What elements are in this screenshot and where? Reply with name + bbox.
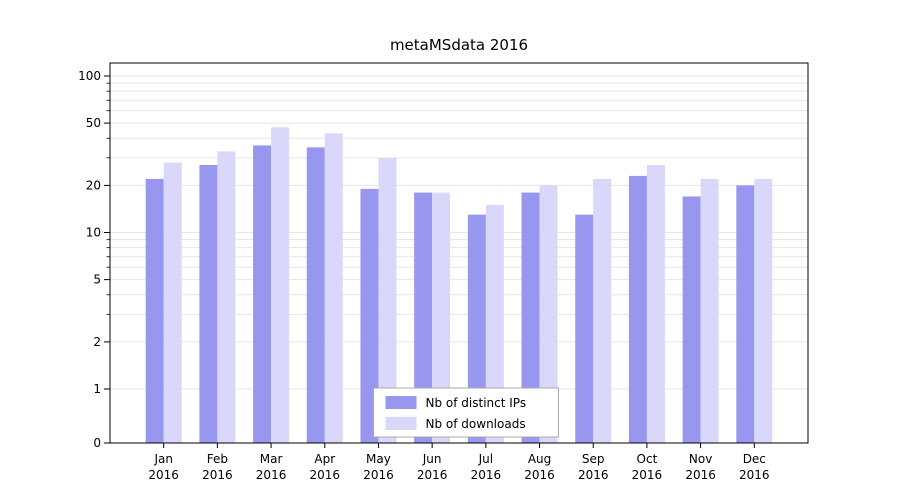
y-tick-label: 2 bbox=[93, 335, 101, 349]
y-tick-label: 100 bbox=[78, 69, 101, 83]
x-tick-label-month: Nov bbox=[689, 452, 712, 466]
x-tick-label-month: Feb bbox=[207, 452, 228, 466]
bar-downloads bbox=[378, 157, 397, 444]
x-tick-label-month: Oct bbox=[637, 452, 658, 466]
bar-distinct-ips bbox=[360, 188, 379, 443]
bar-downloads bbox=[324, 133, 343, 443]
y-axis-labels: 0 1 2 5 10 20 50 100 bbox=[78, 69, 101, 450]
legend-swatch bbox=[385, 396, 417, 409]
x-tick-label-year: 2016 bbox=[578, 468, 609, 482]
bar-downloads bbox=[217, 151, 236, 443]
x-tick-label-year: 2016 bbox=[256, 468, 287, 482]
bar-distinct-ips bbox=[467, 214, 486, 443]
bar-distinct-ips bbox=[521, 192, 540, 443]
bar-downloads bbox=[539, 185, 558, 444]
legend-label: Nb of distinct IPs bbox=[426, 396, 527, 410]
y-tick-label: 50 bbox=[86, 116, 101, 130]
legend-label: Nb of downloads bbox=[426, 417, 526, 431]
bar-distinct-ips bbox=[575, 214, 594, 443]
bar-distinct-ips bbox=[628, 175, 647, 443]
y-tick-label: 5 bbox=[93, 273, 101, 287]
bar-downloads bbox=[432, 192, 451, 443]
bars-distinct-ips bbox=[145, 145, 755, 444]
bar-distinct-ips bbox=[253, 145, 272, 443]
x-tick-label-year: 2016 bbox=[309, 468, 340, 482]
bar-downloads bbox=[700, 178, 719, 444]
x-tick-label-year: 2016 bbox=[632, 468, 663, 482]
bar-downloads bbox=[271, 127, 290, 444]
x-tick-label-year: 2016 bbox=[685, 468, 716, 482]
y-tick-label: 0 bbox=[93, 436, 101, 450]
x-tick-label-month: Jan bbox=[153, 452, 173, 466]
bars-downloads bbox=[163, 127, 773, 444]
x-tick-label-month: Dec bbox=[743, 452, 766, 466]
x-tick-label-month: Mar bbox=[260, 452, 283, 466]
plot-border bbox=[109, 62, 809, 444]
bar-distinct-ips bbox=[736, 185, 755, 444]
chart-title: metaMSdata 2016 bbox=[389, 36, 529, 54]
x-tick-label-month: Aug bbox=[528, 452, 551, 466]
bar-downloads bbox=[593, 178, 612, 444]
x-tick-label-month: Apr bbox=[314, 452, 335, 466]
x-tick-label-month: Jul bbox=[478, 452, 493, 466]
x-tick-label-year: 2016 bbox=[417, 468, 448, 482]
bar-distinct-ips bbox=[682, 196, 701, 443]
bar-distinct-ips bbox=[145, 178, 164, 444]
x-tick-label-year: 2016 bbox=[363, 468, 394, 482]
bar-distinct-ips bbox=[414, 192, 433, 443]
x-tick-label-month: Sep bbox=[582, 452, 605, 466]
bar-downloads bbox=[163, 162, 182, 443]
bar-distinct-ips bbox=[199, 164, 218, 443]
bar-downloads bbox=[754, 178, 773, 444]
x-tick-label-year: 2016 bbox=[739, 468, 770, 482]
legend: Nb of distinct IPs Nb of downloads bbox=[373, 387, 559, 438]
y-tick-label: 20 bbox=[86, 178, 101, 192]
x-tick-label-year: 2016 bbox=[202, 468, 233, 482]
x-axis-labels: Jan 2016 Feb 2016 Mar 2016 Apr 2016 May 2016 Jun 20… bbox=[148, 452, 769, 482]
legend-swatch bbox=[385, 417, 417, 430]
x-tick-label-year: 2016 bbox=[148, 468, 179, 482]
y-tick-label: 10 bbox=[86, 226, 101, 240]
axes bbox=[104, 62, 809, 448]
bar-downloads bbox=[646, 164, 665, 443]
x-tick-label-month: Jun bbox=[422, 452, 442, 466]
bar-downloads bbox=[485, 204, 504, 443]
x-tick-label-year: 2016 bbox=[471, 468, 502, 482]
y-tick-label: 1 bbox=[93, 382, 101, 396]
x-tick-label-year: 2016 bbox=[524, 468, 555, 482]
x-tick-label-month: May bbox=[366, 452, 391, 466]
bar-distinct-ips bbox=[306, 147, 325, 444]
